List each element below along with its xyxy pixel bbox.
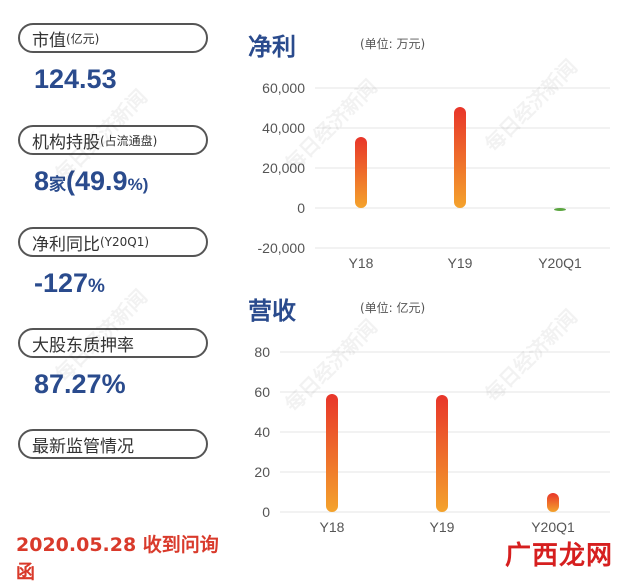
institution-holding-pill[interactable]: 机构持股 (占流通盘) xyxy=(18,125,208,155)
institution-holding-label: 机构持股 xyxy=(32,132,100,153)
x-tick-label: Y20Q1 xyxy=(531,519,575,535)
pledge-ratio-number: 87.27% xyxy=(34,369,126,399)
regulatory-status-label: 最新监管情况 xyxy=(32,436,134,457)
institution-count: 8 xyxy=(34,166,50,196)
institution-count-unit: 家 xyxy=(49,175,67,194)
brand-logo: 广西龙网 xyxy=(505,541,614,571)
y-tick-label: -20,000 xyxy=(258,240,306,256)
x-tick-label: Y19 xyxy=(430,519,455,535)
y-tick-label: 60 xyxy=(254,384,270,400)
pledge-ratio-label: 大股东质押率 xyxy=(32,335,134,356)
x-tick-label: Y19 xyxy=(448,255,473,271)
y-tick-label: 40 xyxy=(254,424,270,440)
regulatory-status-pill[interactable]: 最新监管情况 xyxy=(18,429,208,459)
pledge-ratio-pill[interactable]: 大股东质押率 xyxy=(18,328,208,358)
profit-yoy-unit: % xyxy=(88,276,105,297)
profit-chart-unit: (单位: 万元) xyxy=(360,37,426,51)
left-panel: 市值 (亿元) 124.53 机构持股 (占流通盘) 8家(49.9%) 净利同比(… xyxy=(0,0,230,583)
y-tick-label: 60,000 xyxy=(262,80,305,96)
market-cap-value: 124.53 xyxy=(34,64,117,95)
x-tick-label: Y18 xyxy=(349,255,374,271)
profit-yoy-pill[interactable]: 净利同比 (Y20Q1) xyxy=(18,227,208,257)
y-tick-label: 40,000 xyxy=(262,120,305,136)
market-cap-unit: (亿元) xyxy=(66,31,100,46)
profit-yoy-number: -127 xyxy=(34,268,89,298)
profit-yoy-label: 净利同比 xyxy=(32,234,100,255)
bar-y19 xyxy=(436,395,448,512)
bar-y20q1 xyxy=(554,208,566,211)
institution-percent: (49.9 xyxy=(66,166,128,196)
market-cap-number: 124.53 xyxy=(34,64,117,94)
y-tick-label: 80 xyxy=(254,344,270,360)
revenue-chart-title: 营收 xyxy=(248,297,296,325)
bar-y20q1 xyxy=(547,493,559,512)
institution-holding-note: (占流通盘) xyxy=(100,133,158,148)
profit-chart-title: 净利 xyxy=(248,33,296,61)
pledge-ratio-value: 87.27% xyxy=(34,369,126,400)
market-cap-pill[interactable]: 市值 (亿元) xyxy=(18,23,208,53)
x-tick-label: Y18 xyxy=(320,519,345,535)
y-tick-label: 20 xyxy=(254,464,270,480)
x-tick-label: Y20Q1 xyxy=(538,255,582,271)
institution-percent-unit: %) xyxy=(127,175,149,194)
market-cap-label: 市值 xyxy=(32,30,66,51)
profit-yoy-note: (Y20Q1) xyxy=(100,235,150,249)
institution-holding-value: 8家(49.9%) xyxy=(34,166,148,197)
bar-y18 xyxy=(355,137,367,208)
revenue-chart-unit: (单位: 亿元) xyxy=(360,301,426,315)
bar-y18 xyxy=(326,394,338,512)
y-tick-label: 0 xyxy=(297,200,305,216)
bar-y19 xyxy=(454,107,466,208)
profit-yoy-value: -127% xyxy=(34,268,105,299)
y-tick-label: 0 xyxy=(262,504,270,520)
y-tick-label: 20,000 xyxy=(262,160,305,176)
